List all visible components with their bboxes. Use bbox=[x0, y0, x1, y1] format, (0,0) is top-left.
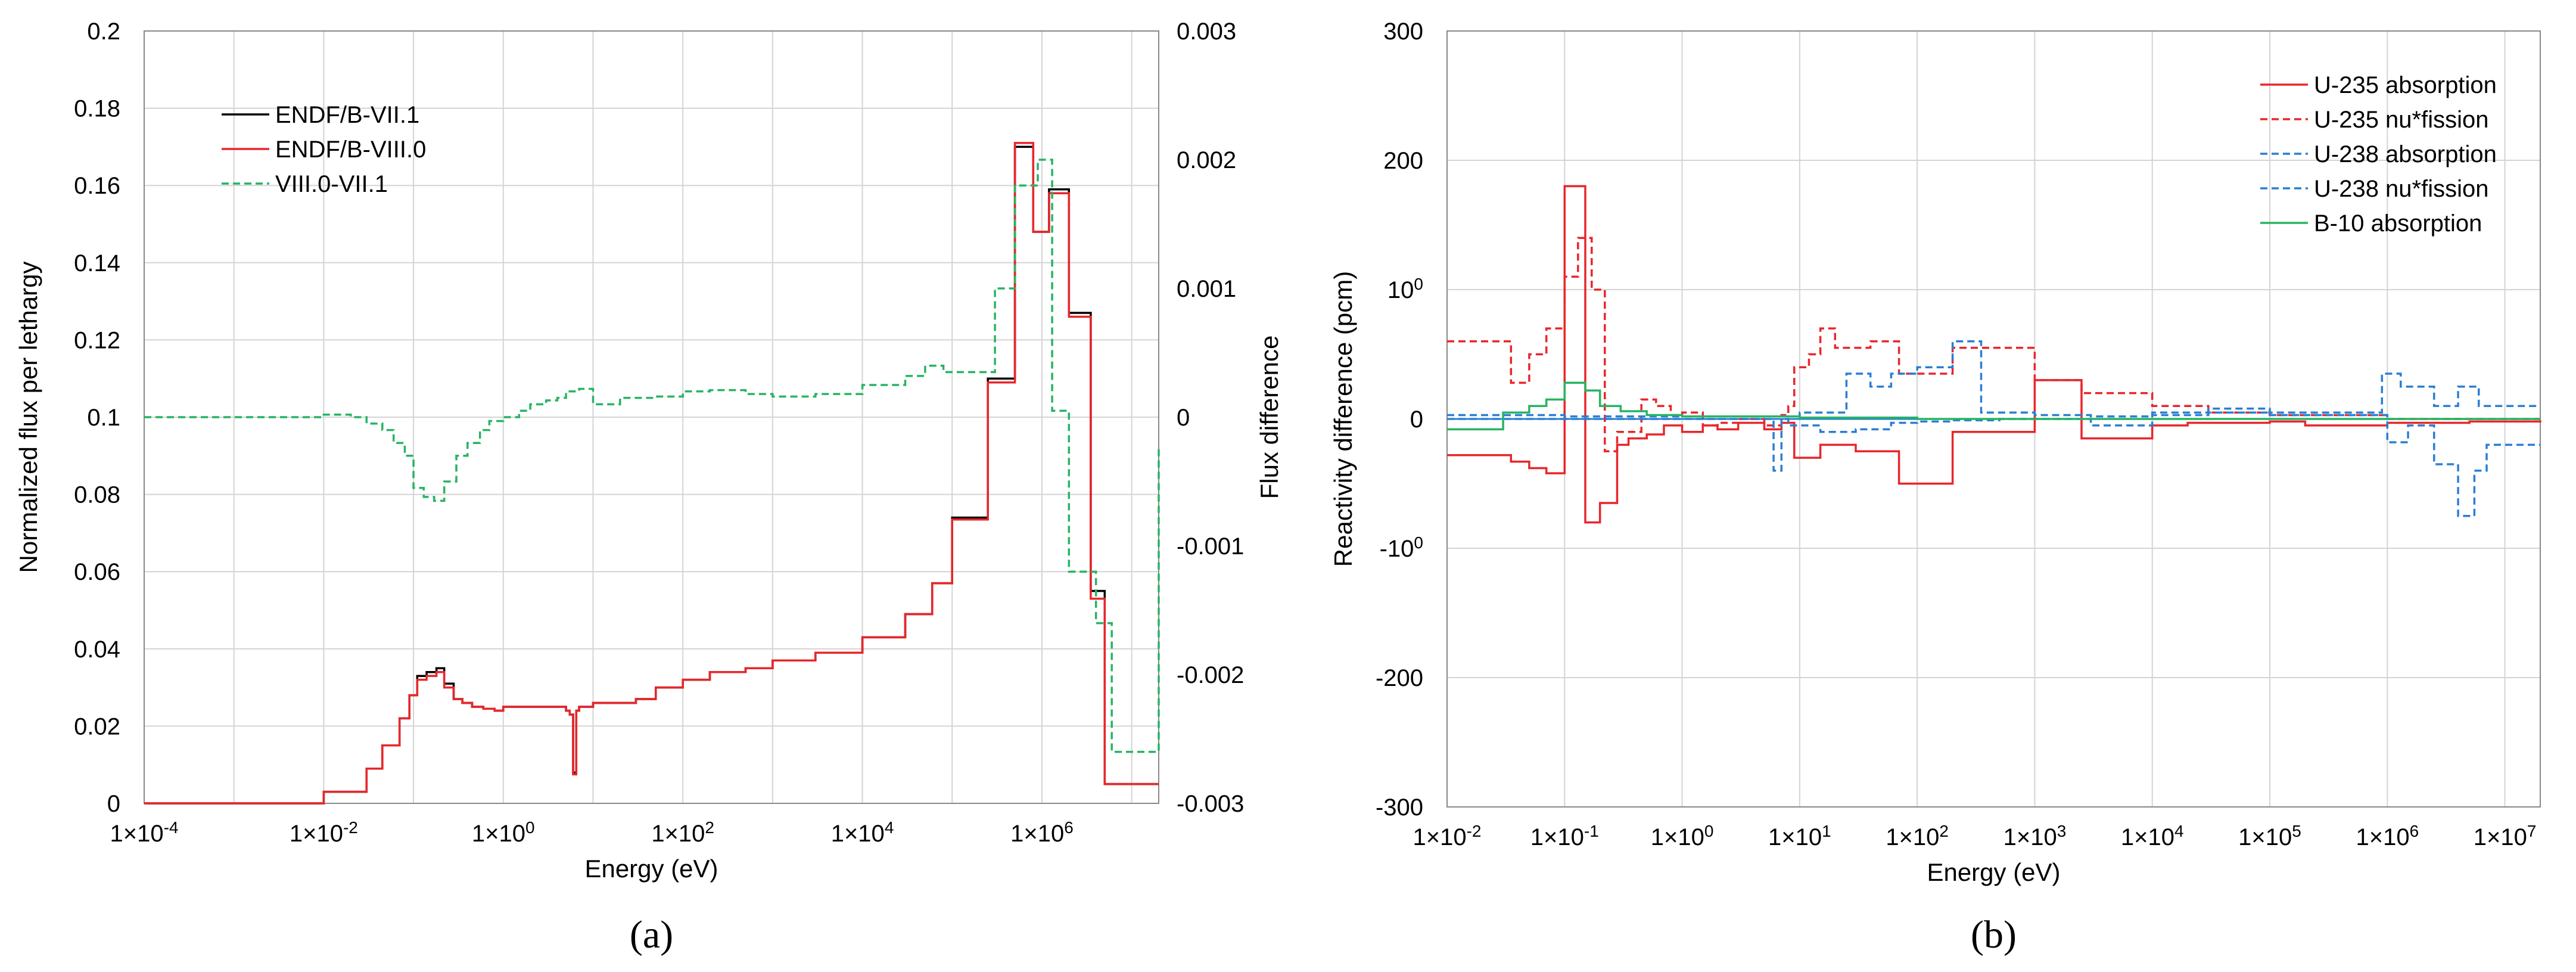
x-tick-label: 1×104 bbox=[831, 818, 894, 847]
legend-label: U-235 nu*fission bbox=[2314, 107, 2489, 133]
y2-tick-label: -0.003 bbox=[1177, 791, 1244, 817]
y-tick-label: 100 bbox=[1387, 275, 1423, 303]
y-axis-title: Normalized flux per lethargy bbox=[14, 262, 42, 573]
legend-label: VIII.0-VII.1 bbox=[275, 171, 388, 197]
y-tick-label: 0.1 bbox=[87, 405, 120, 431]
legend-label: B-10 absorption bbox=[2314, 210, 2482, 237]
x-tick-label: 1×10-1 bbox=[1530, 822, 1599, 850]
x-tick-label: 1×101 bbox=[1768, 822, 1831, 850]
series-line-u-238-absorption bbox=[1447, 411, 2540, 517]
x-tick-label: 1×107 bbox=[2474, 822, 2537, 850]
y-tick-label: 0.2 bbox=[87, 18, 120, 45]
x-tick-label: 1×105 bbox=[2238, 822, 2301, 850]
y-tick-label: 300 bbox=[1383, 18, 1423, 45]
y-axis-title: Reactivity difference (pcm) bbox=[1329, 271, 1357, 567]
legend: ENDF/B-VII.1 ENDF/B-VIII.0 VIII.0-VII.1 bbox=[222, 102, 426, 197]
y-tick-label: 0 bbox=[107, 791, 120, 817]
series-line-endf-b-vii-1 bbox=[144, 145, 1159, 805]
y-tick-label: 0 bbox=[1410, 406, 1423, 433]
series-line-viii-0-vii-1 bbox=[144, 159, 1160, 753]
y2-tick-label: -0.002 bbox=[1177, 662, 1244, 688]
series-group bbox=[144, 142, 1160, 805]
x-tick-label: 1×100 bbox=[1651, 822, 1714, 850]
series-line-b-10-absorption bbox=[1447, 381, 2540, 431]
y2-tick-label: 0.003 bbox=[1177, 18, 1236, 45]
legend-label: U-238 absorption bbox=[2314, 141, 2497, 167]
x-tick-label: 1×102 bbox=[651, 818, 714, 847]
y-tick-label: 0.02 bbox=[74, 713, 120, 740]
x-tick-label: 1×10-4 bbox=[110, 818, 178, 847]
y2-tick-label: 0.002 bbox=[1177, 147, 1236, 173]
series-line-u-235-absorption bbox=[1447, 185, 2541, 524]
y-tick-label: 0.04 bbox=[74, 636, 120, 663]
y2-tick-label: 0 bbox=[1177, 405, 1190, 431]
legend: U-235 absorption U-235 nu*fission U-238 ab… bbox=[2260, 72, 2497, 237]
series-line-u-235-nu-fission bbox=[1447, 237, 2540, 453]
x-tick-label: 1×10-2 bbox=[1413, 822, 1481, 850]
y2-tick-label: 0.001 bbox=[1177, 276, 1236, 302]
legend-label: U-235 absorption bbox=[2314, 72, 2497, 98]
panel-label: (a) bbox=[630, 913, 673, 957]
y-tick-label: 0.14 bbox=[74, 250, 120, 277]
x-tick-label: 1×10-2 bbox=[290, 818, 358, 847]
chart-a-svg: 0 0.02 0.04 0.06 0.08 0.1 0.12 0.14 0.16 0.18 0.2 -… bbox=[14, 18, 1283, 957]
y-tick-label: 0.18 bbox=[74, 96, 120, 122]
x-tick-label: 1×102 bbox=[1886, 822, 1949, 850]
series-group bbox=[1447, 185, 2541, 524]
y-tick-label: -300 bbox=[1376, 794, 1423, 821]
x-tick-label: 1×103 bbox=[2003, 822, 2067, 850]
y2-tick-label: -0.001 bbox=[1177, 533, 1244, 560]
y-tick-label: 0.16 bbox=[74, 173, 120, 199]
y-tick-label: 200 bbox=[1383, 148, 1423, 174]
y2-axis-title: Flux difference bbox=[1255, 336, 1283, 499]
chart-a: 0 0.02 0.04 0.06 0.08 0.1 0.12 0.14 0.16 0.18 0.2 -… bbox=[0, 0, 1287, 969]
y-tick-label: 0.06 bbox=[74, 559, 120, 585]
series-line-u-238-nu-fission bbox=[1447, 340, 2540, 418]
y-tick-label: -200 bbox=[1376, 665, 1423, 691]
y-tick-label: 0.08 bbox=[74, 482, 120, 508]
x-tick-label: 1×106 bbox=[1010, 818, 1074, 847]
x-axis-title: Energy (eV) bbox=[584, 855, 718, 883]
x-axis-title: Energy (eV) bbox=[1927, 858, 2060, 886]
x-tick-label: 1×100 bbox=[472, 818, 535, 847]
chart-b: -300 -200 -100 0 100 200 300 1×10-2 1×10-1 1×100 1… bbox=[1289, 0, 2576, 969]
chart-b-svg: -300 -200 -100 0 100 200 300 1×10-2 1×10-1 1×100 1… bbox=[1329, 18, 2541, 957]
legend-label: U-238 nu*fission bbox=[2314, 176, 2489, 202]
series-line-endf-b-viii-0 bbox=[144, 142, 1159, 805]
legend-label: ENDF/B-VII.1 bbox=[275, 102, 419, 128]
y-tick-label: 0.12 bbox=[74, 327, 120, 353]
legend-label: ENDF/B-VIII.0 bbox=[275, 136, 426, 163]
x-tick-label: 1×106 bbox=[2356, 822, 2419, 850]
y-tick-label: -100 bbox=[1380, 533, 1423, 562]
x-tick-label: 1×104 bbox=[2121, 822, 2184, 850]
panel-label: (b) bbox=[1971, 913, 2017, 957]
